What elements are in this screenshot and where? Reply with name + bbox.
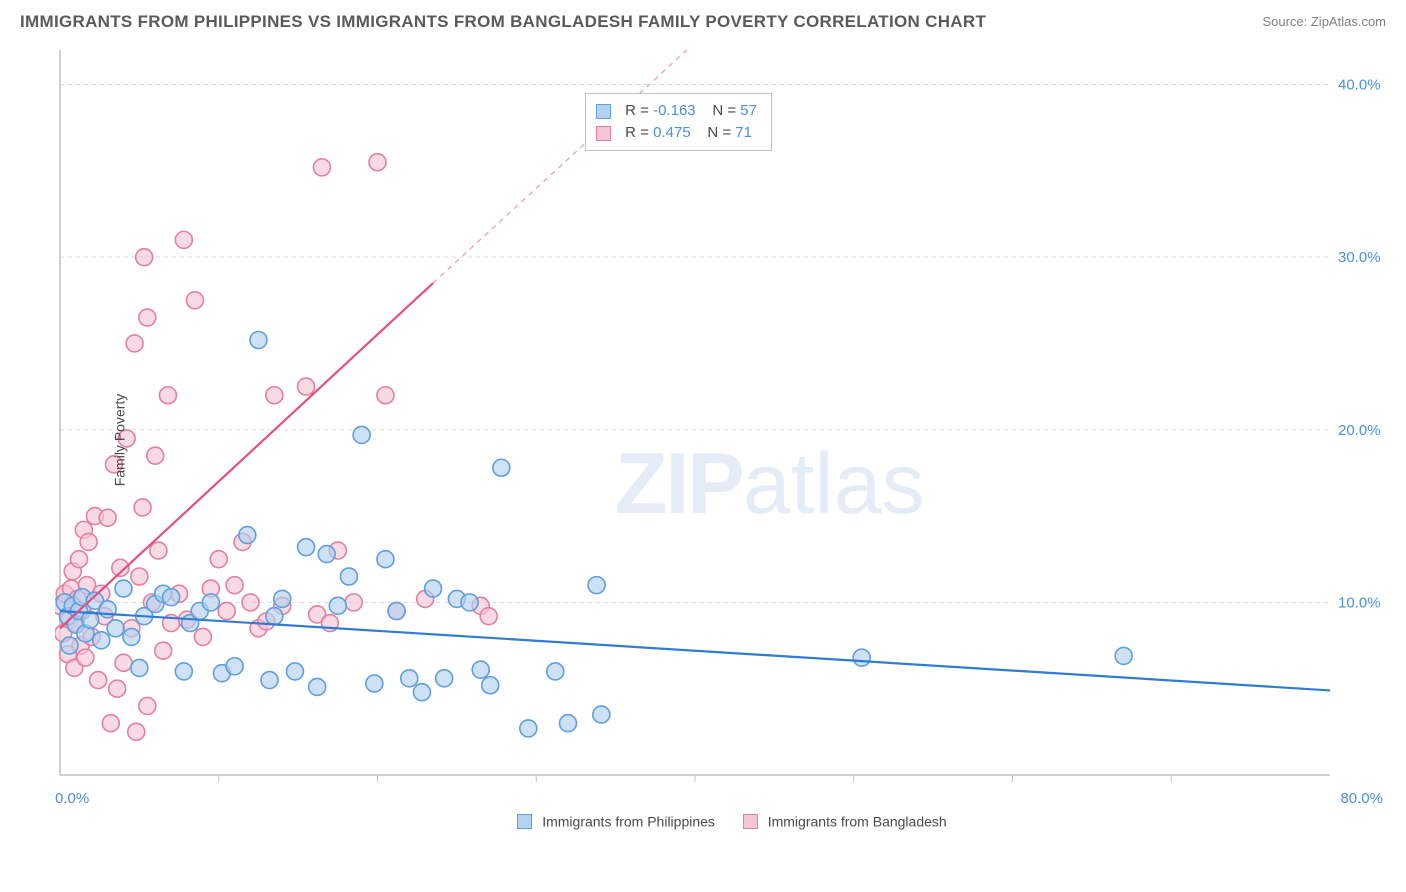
y-axis-label: Family Poverty — [111, 394, 127, 487]
n-value-philippines: 57 — [740, 102, 757, 119]
r-label: R = — [625, 102, 653, 119]
swatch-philippines-icon — [596, 104, 611, 119]
x-origin-label: 0.0% — [55, 790, 89, 807]
n-label: N = — [695, 124, 735, 141]
swatch-bangladesh-icon — [743, 814, 758, 829]
stats-row-bangladesh: R = 0.475 N = 71 — [596, 122, 757, 144]
scatter-plot-svg: 10.0% 20.0% 30.0% 40.0% — [55, 45, 1385, 805]
chart-area: Family Poverty ZIPatlas 10.0%20.0%30.0%4… — [55, 45, 1385, 835]
svg-text:30.0%: 30.0% — [1338, 249, 1381, 266]
legend-label-philippines: Immigrants from Philippines — [542, 813, 715, 829]
r-label: R = — [625, 124, 653, 141]
swatch-philippines-icon — [517, 814, 532, 829]
chart-title: IMMIGRANTS FROM PHILIPPINES VS IMMIGRANT… — [20, 12, 986, 32]
n-label: N = — [700, 102, 740, 119]
legend-label-bangladesh: Immigrants from Bangladesh — [768, 813, 947, 829]
stats-row-philippines: R = -0.163 N = 57 — [596, 100, 757, 122]
r-value-bangladesh: 0.475 — [653, 124, 691, 141]
x-max-label: 80.0% — [1340, 790, 1383, 807]
source-label: Source: ZipAtlas.com — [1262, 14, 1386, 29]
r-value-philippines: -0.163 — [653, 102, 696, 119]
n-value-bangladesh: 71 — [735, 124, 752, 141]
svg-text:20.0%: 20.0% — [1338, 422, 1381, 439]
swatch-bangladesh-icon — [596, 126, 611, 141]
svg-text:40.0%: 40.0% — [1338, 77, 1381, 94]
stats-legend-box: R = -0.163 N = 57 R = 0.475 N = 71 — [585, 93, 772, 151]
x-axis-legend: Immigrants from Philippines Immigrants f… — [55, 812, 1385, 829]
svg-text:10.0%: 10.0% — [1338, 594, 1381, 611]
